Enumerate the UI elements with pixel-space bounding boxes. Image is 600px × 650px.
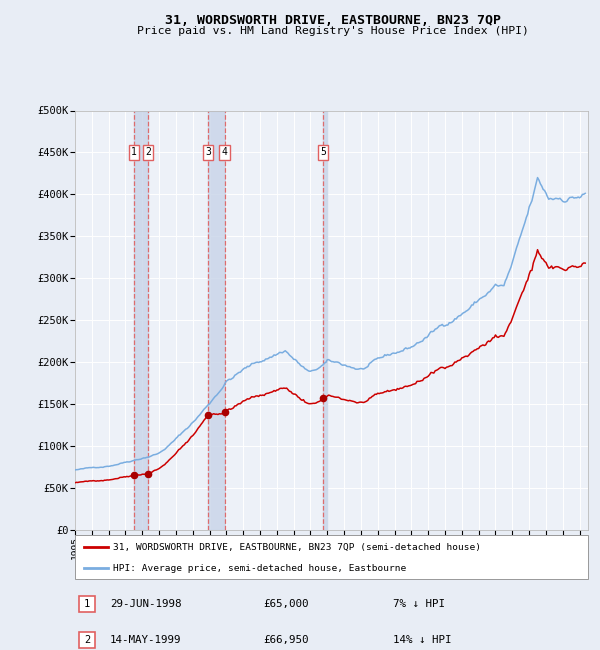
Text: 29-JUN-1998: 29-JUN-1998 — [110, 599, 181, 609]
Text: 1: 1 — [84, 599, 90, 609]
Text: 14% ↓ HPI: 14% ↓ HPI — [393, 635, 452, 645]
FancyBboxPatch shape — [79, 595, 95, 612]
Text: Price paid vs. HM Land Registry's House Price Index (HPI): Price paid vs. HM Land Registry's House … — [137, 26, 529, 36]
Text: 3: 3 — [205, 148, 211, 157]
Bar — [208, 111, 224, 530]
Text: 2: 2 — [145, 148, 151, 157]
Text: 1: 1 — [131, 148, 137, 157]
Text: 2: 2 — [84, 635, 90, 645]
Text: 4: 4 — [221, 148, 227, 157]
Text: 7% ↓ HPI: 7% ↓ HPI — [393, 599, 445, 609]
Text: HPI: Average price, semi-detached house, Eastbourne: HPI: Average price, semi-detached house,… — [113, 564, 407, 573]
Bar — [134, 111, 148, 530]
Text: 31, WORDSWORTH DRIVE, EASTBOURNE, BN23 7QP: 31, WORDSWORTH DRIVE, EASTBOURNE, BN23 7… — [165, 14, 501, 27]
Text: 5: 5 — [320, 148, 326, 157]
FancyBboxPatch shape — [75, 535, 588, 579]
Text: 14-MAY-1999: 14-MAY-1999 — [110, 635, 181, 645]
Text: £66,950: £66,950 — [263, 635, 309, 645]
FancyBboxPatch shape — [79, 632, 95, 649]
Bar — [323, 111, 327, 530]
Text: 31, WORDSWORTH DRIVE, EASTBOURNE, BN23 7QP (semi-detached house): 31, WORDSWORTH DRIVE, EASTBOURNE, BN23 7… — [113, 543, 481, 552]
Text: £65,000: £65,000 — [263, 599, 309, 609]
